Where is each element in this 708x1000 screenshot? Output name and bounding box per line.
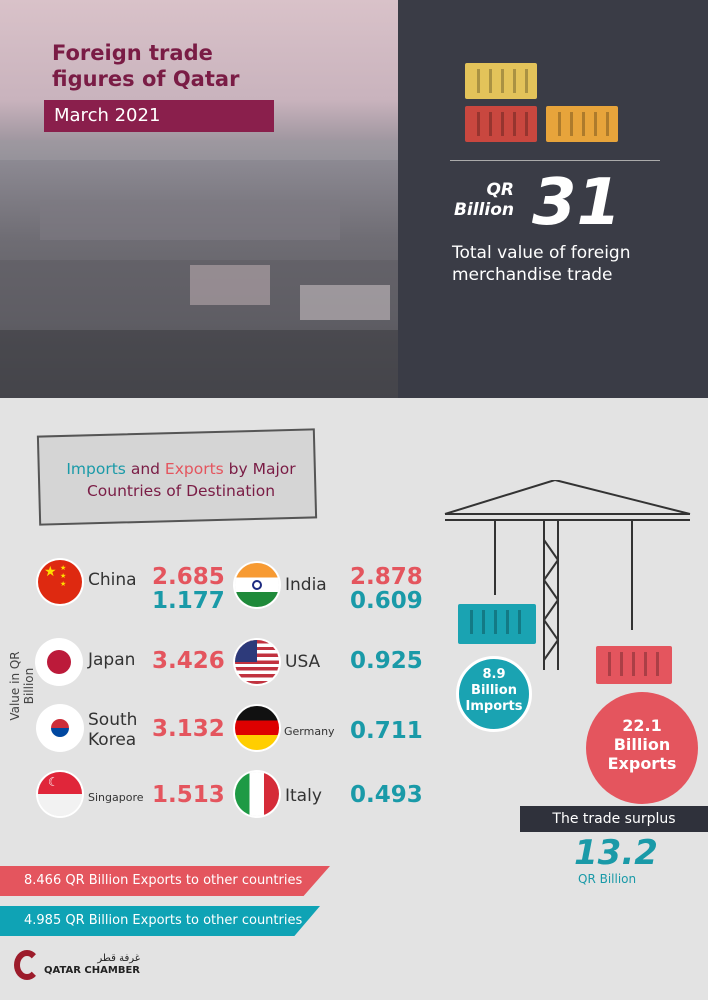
imports-total-badge: 8.9 Billion Imports [456,656,532,732]
import-value: 0.609 [350,588,423,614]
logo-name: QATAR CHAMBER [44,965,140,976]
surplus-value: 13.2 [574,833,658,873]
export-value: 2.878 [350,564,423,590]
heading-exports: Exports [164,460,224,478]
india-flag-icon [235,563,279,607]
imports-total-value: 8.9 [482,667,506,682]
import-value: 0.925 [350,648,423,674]
title-line: Foreign trade [52,41,213,65]
port-photo [0,0,398,398]
qatar-chamber-logo: غرفة قطر QATAR CHAMBER [14,950,140,980]
page-title: Foreign trade figures of Qatar [52,40,239,92]
heading-text: Countries of Destination [86,482,276,500]
country-name: Japan [88,650,136,670]
country-name: China [88,570,137,590]
total-value: 31 [532,166,622,240]
section-heading: Imports and Exports by Major Countries of… [48,458,314,502]
japan-flag-icon [37,640,81,684]
title-line: figures of Qatar [52,67,240,91]
import-value: 0.711 [350,718,423,744]
exports-other-banner: 8.466 QR Billion Exports to other countr… [0,866,330,896]
italy-flag-icon [235,772,279,816]
surplus-unit: QR Billion [578,872,637,886]
heading-text: and [125,460,165,478]
surplus-label: The trade surplus [520,806,708,832]
badge-text: Billion [471,683,517,698]
badge-text: Exports [607,754,677,773]
imports-other-banner: 4.985 QR Billion Exports to other countr… [0,906,320,936]
badge-text: Billion [613,735,671,754]
country-name: Germany [284,725,335,738]
container-icon [465,63,537,99]
country-name: USA [285,652,321,672]
exports-total-value: 22.1 [622,716,662,735]
import-container-icon [458,604,536,644]
unit-line: Billion [453,200,514,220]
china-flag-icon: ★ ★ ★ ★ [38,560,82,604]
country-name: South Korea [88,710,137,750]
logo-arabic: غرفة قطر [97,953,140,964]
country-name: India [285,575,327,595]
germany-flag-icon [235,706,279,750]
date-label: March 2021 [44,100,274,132]
total-description: Total value of foreign merchandise trade [452,243,631,285]
total-panel [398,0,708,398]
country-name: Italy [285,786,322,806]
logo-mark-icon [14,950,40,980]
name-line: South [88,710,138,730]
total-unit: QR Billion [452,180,514,220]
divider [450,160,660,161]
export-value: 1.513 [152,782,225,808]
country-name: Singapore [88,791,144,804]
heading-imports: Imports [66,460,126,478]
usa-flag-icon [235,640,279,684]
export-value: 2.685 [152,564,225,590]
badge-text: Imports [465,699,523,714]
import-value: 0.493 [350,782,423,808]
name-line: Korea [88,730,137,750]
container-icon [465,106,537,142]
unit-line: QR [486,180,514,200]
export-container-icon [596,646,672,684]
south-korea-flag-icon [38,706,82,750]
import-value: 1.177 [152,588,225,614]
heading-text: by Major [223,460,296,478]
export-value: 3.132 [152,716,225,742]
axis-label: Value in QR Billion [8,651,36,721]
container-icon [546,106,618,142]
export-value: 3.426 [152,648,225,674]
crane-icon [444,480,691,670]
exports-total-badge: 22.1 Billion Exports [586,692,698,804]
singapore-flag-icon: ☾ [38,772,82,816]
